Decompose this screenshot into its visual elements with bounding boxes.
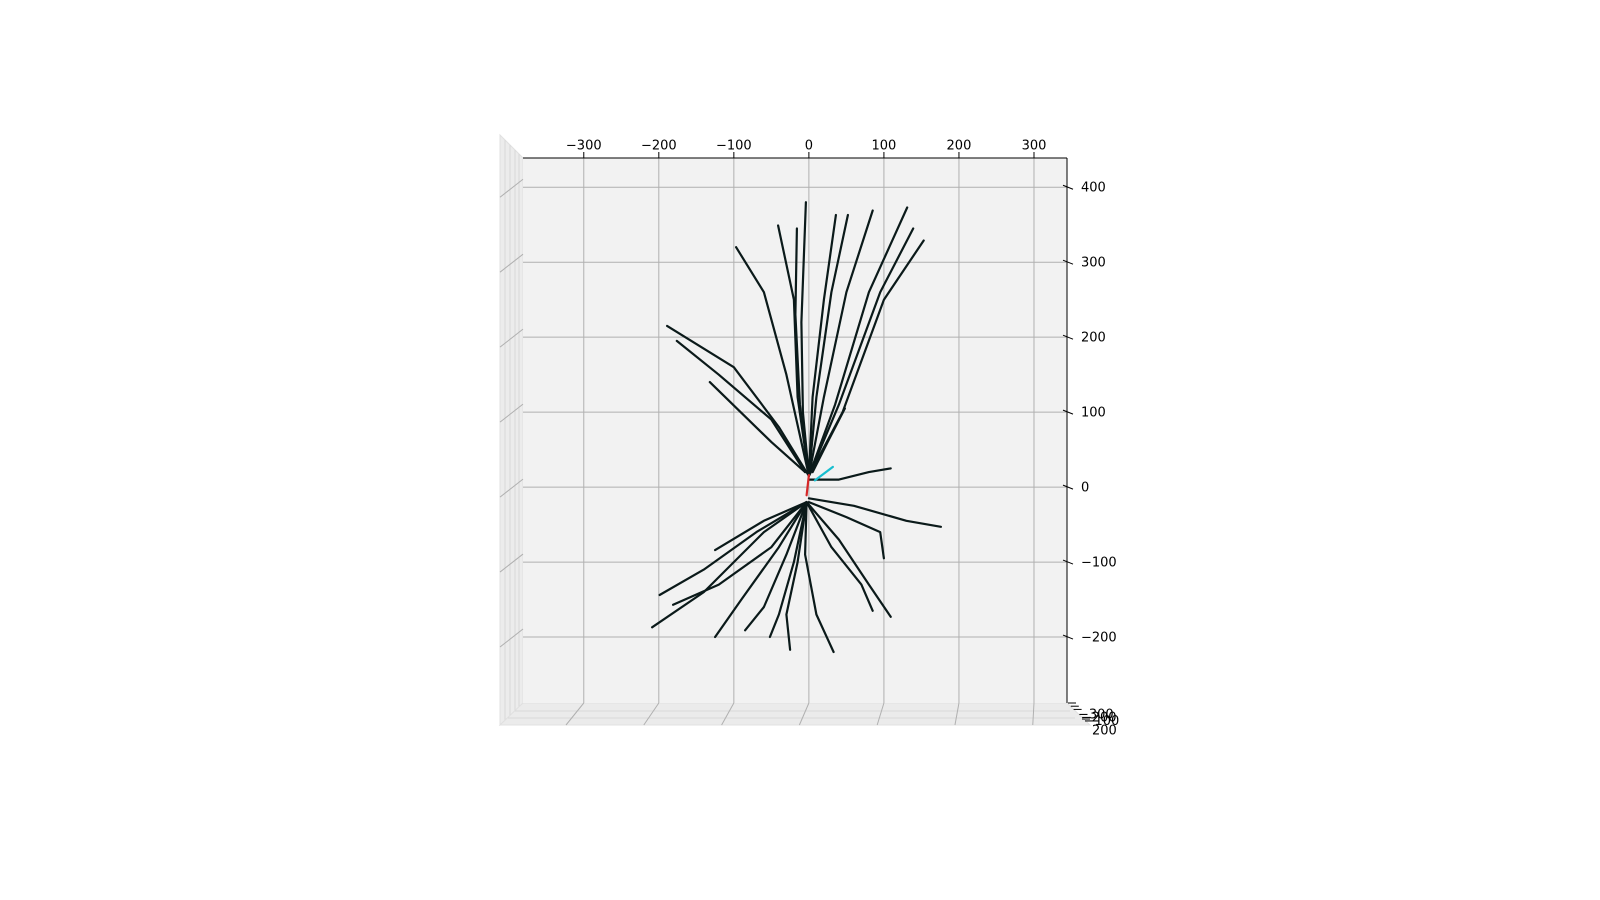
branch — [807, 213, 837, 477]
branch — [794, 227, 810, 477]
grid-line — [721, 702, 735, 726]
z-tick-label: −100 — [1084, 714, 1120, 729]
grid-line — [954, 702, 960, 726]
branch — [768, 501, 808, 639]
branch — [813, 465, 834, 482]
z-tick-label: −200 — [1081, 711, 1117, 726]
grid-line — [499, 178, 524, 198]
branch — [744, 501, 808, 632]
neuron — [651, 201, 942, 654]
y-tick-label: 100 — [1081, 406, 1106, 421]
branch — [805, 501, 874, 612]
branch — [651, 501, 808, 629]
branch — [807, 497, 942, 528]
y-tick-label: 0 — [1081, 481, 1089, 496]
branch — [708, 381, 807, 474]
x-tick-label: 300 — [1022, 139, 1047, 154]
branch — [735, 246, 810, 477]
axes: −300 −200 −100 0 100 200 300−200−1000100200300… — [523, 139, 1119, 739]
grid-line — [499, 253, 524, 273]
plot-pane — [523, 158, 1067, 703]
x-tick-label: 200 — [947, 139, 972, 154]
branch — [666, 324, 810, 477]
branch — [658, 501, 808, 597]
grid-line — [499, 403, 524, 423]
y-tick — [1062, 634, 1074, 640]
grid-line — [643, 702, 660, 726]
x-tick-label: −100 — [716, 139, 752, 154]
y-tick-label: 300 — [1081, 256, 1106, 271]
y-tick — [1062, 484, 1074, 490]
branch — [714, 501, 808, 552]
branch — [675, 339, 807, 474]
branch — [807, 213, 849, 477]
branch — [807, 206, 909, 477]
grid-line — [499, 478, 524, 498]
x-tick-label: 0 — [805, 139, 813, 154]
y-tick — [1062, 409, 1074, 415]
grid-line — [499, 328, 524, 348]
y-tick-label: 200 — [1081, 331, 1106, 346]
grid-line — [798, 702, 810, 726]
grid-line — [499, 553, 524, 573]
branch — [807, 209, 874, 477]
branch — [811, 407, 846, 474]
y-tick-label: −100 — [1081, 556, 1117, 571]
x-tick-label: −200 — [641, 139, 677, 154]
branch — [807, 501, 885, 560]
branch — [804, 501, 835, 654]
grid-line — [1032, 702, 1035, 726]
branch — [785, 501, 808, 651]
branch — [805, 474, 810, 497]
branch — [805, 501, 892, 618]
y-tick-label: −200 — [1081, 631, 1117, 646]
grid — [499, 158, 1067, 726]
y-tick — [1062, 334, 1074, 340]
y-tick — [1062, 559, 1074, 565]
branch — [714, 501, 808, 639]
y-tick — [1062, 259, 1074, 265]
y-tick — [1062, 184, 1074, 190]
x-tick-label: −300 — [566, 139, 602, 154]
x-tick-label: 100 — [872, 139, 897, 154]
y-tick-label: 400 — [1081, 181, 1106, 196]
grid-line — [499, 628, 524, 648]
z-tick-label: 200 — [1092, 724, 1117, 739]
grid-line — [876, 702, 885, 726]
branch — [672, 501, 808, 606]
grid-line — [565, 702, 585, 726]
branch — [807, 227, 915, 477]
branch — [807, 467, 892, 481]
